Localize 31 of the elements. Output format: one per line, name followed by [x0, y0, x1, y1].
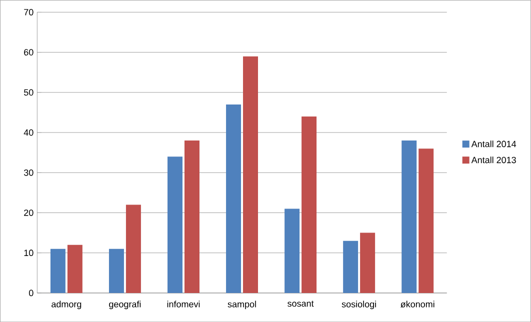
y-tick-label: 0 [28, 290, 34, 296]
legend-label: Antall 2014 [471, 140, 516, 148]
bar [168, 156, 182, 293]
x-tick-label: sosant [288, 300, 314, 307]
bar [284, 208, 300, 293]
x-tick-label: økonomi [400, 300, 434, 308]
bar [50, 248, 66, 293]
bar [226, 104, 242, 293]
y-tick-label: 20 [24, 209, 34, 216]
bar [302, 116, 317, 293]
x-tick-label: sosiologi [342, 300, 376, 310]
bar [67, 244, 82, 293]
x-tick-label: sampol [228, 300, 256, 310]
x-tick-label: geografi [109, 300, 141, 310]
y-tick-label: 30 [24, 169, 34, 176]
y-tick-label: 70 [24, 8, 34, 16]
bar [126, 204, 141, 293]
bar [108, 248, 124, 293]
bar [402, 140, 417, 293]
y-tick-label: 50 [24, 89, 34, 96]
y-tick-label: 10 [24, 250, 34, 256]
bar [360, 232, 376, 293]
y-tick-label: 40 [24, 129, 34, 136]
bar [418, 148, 434, 293]
bar [184, 140, 200, 293]
bar [243, 56, 258, 293]
x-tick-label: infomevi [167, 300, 200, 308]
bar [343, 240, 358, 293]
y-tick-label: 60 [24, 49, 34, 56]
x-tick-label: admorg [52, 300, 82, 310]
legend-label: Antall 2013 [471, 156, 516, 164]
